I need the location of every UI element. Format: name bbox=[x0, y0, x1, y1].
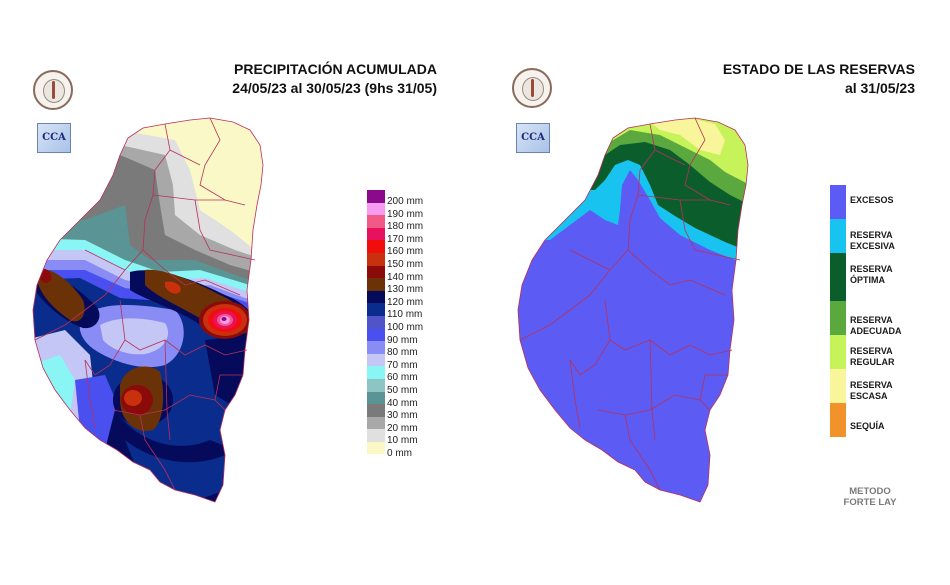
legend-label-sequia: SEQUÍA bbox=[850, 421, 885, 431]
reserves-map bbox=[517, 117, 749, 503]
precipitation-title-line1: PRECIPITACIÓN ACUMULADA bbox=[234, 61, 437, 77]
legend-swatch-160 bbox=[367, 240, 385, 253]
legend-label-180: 180 mm bbox=[387, 221, 424, 233]
legend-label-70: 70 mm bbox=[387, 359, 418, 371]
precipitation-panel: PRECIPITACIÓN ACUMULADA 24/05/23 al 30/0… bbox=[32, 60, 437, 503]
legend-label-excesos: EXCESOS bbox=[850, 195, 894, 205]
legend-label-reserva-optima: RESERVA ÓPTIMA bbox=[850, 264, 893, 285]
method-line2: FORTE LAY bbox=[843, 497, 897, 508]
legend-swatch-reserva-escasa bbox=[830, 369, 846, 403]
legend-label-200: 200 mm bbox=[387, 196, 424, 207]
bolsa-cereales-logo bbox=[33, 70, 73, 110]
cca-logo: CCA bbox=[516, 123, 550, 153]
department-borders bbox=[32, 117, 264, 503]
precipitation-map bbox=[32, 117, 264, 503]
precipitation-date-range: 24/05/23 al 30/05/23 (9hs 31/05) bbox=[232, 80, 437, 96]
legend-swatch-40 bbox=[367, 391, 385, 405]
department-borders bbox=[517, 117, 749, 503]
legend-label-120: 120 mm bbox=[387, 296, 424, 308]
legend-swatch-200 bbox=[367, 190, 385, 203]
legend-swatch-140 bbox=[367, 265, 385, 279]
legend-label-30: 30 mm bbox=[387, 410, 418, 422]
legend-label-reserva-regular: RESERVA REGULAR bbox=[850, 346, 895, 367]
legend-label-reserva-adecuada: RESERVA ADECUADA bbox=[850, 315, 902, 336]
legend-swatch-excesos bbox=[830, 185, 846, 219]
legend-label-160: 160 mm bbox=[387, 246, 424, 258]
legend-swatch-50 bbox=[367, 378, 385, 392]
legend-swatch-reserva-optima bbox=[830, 253, 846, 301]
legend-swatch-0 bbox=[367, 441, 385, 455]
legend-swatch-30 bbox=[367, 404, 385, 417]
legend-label-140: 140 mm bbox=[387, 271, 424, 283]
cca-logo: CCA bbox=[37, 123, 71, 153]
legend-label-20: 20 mm bbox=[387, 422, 418, 434]
legend-swatch-reserva-adecuada bbox=[830, 301, 846, 335]
legend-swatch-10 bbox=[367, 429, 385, 442]
legend-label-40: 40 mm bbox=[387, 397, 418, 409]
reserves-fill bbox=[518, 118, 748, 502]
precipitation-title: PRECIPITACIÓN ACUMULADA 24/05/23 al 30/0… bbox=[232, 60, 437, 98]
legend-swatch-120 bbox=[367, 290, 385, 304]
legend-swatch-reserva-excesiva bbox=[830, 219, 846, 253]
legend-label-reserva-excesiva: RESERVA EXCESIVA bbox=[850, 230, 895, 251]
legend-swatch-170 bbox=[367, 227, 385, 241]
legend-label-50: 50 mm bbox=[387, 384, 418, 396]
legend-label-170: 170 mm bbox=[387, 233, 424, 245]
reserves-date: al 31/05/23 bbox=[844, 80, 915, 96]
reserves-title: ESTADO DE LAS RESERVAS al 31/05/23 bbox=[723, 60, 915, 98]
legend-swatch-180 bbox=[367, 215, 385, 228]
legend-label-reserva-escasa: RESERVA ESCASA bbox=[850, 380, 893, 401]
legend-swatch-70 bbox=[367, 353, 385, 367]
legend-label-90: 90 mm bbox=[387, 334, 418, 346]
legend-label-150: 150 mm bbox=[387, 258, 424, 270]
legend-swatch-190 bbox=[367, 202, 385, 216]
bolsa-cereales-logo bbox=[512, 68, 552, 108]
legend-swatch-130 bbox=[367, 278, 385, 291]
legend-label-0: 0 mm bbox=[387, 447, 412, 459]
legend-label-100: 100 mm bbox=[387, 321, 424, 333]
legend-swatch-110 bbox=[367, 303, 385, 316]
legend-swatch-90 bbox=[367, 328, 385, 342]
legend-swatch-80 bbox=[367, 341, 385, 354]
reserves-title-line1: ESTADO DE LAS RESERVAS bbox=[722, 61, 915, 77]
legend-label-130: 130 mm bbox=[387, 284, 424, 296]
legend-swatch-60 bbox=[367, 366, 385, 379]
legend-swatch-100 bbox=[367, 315, 385, 329]
precipitation-fill bbox=[33, 118, 263, 502]
method-line1: METODO bbox=[849, 486, 891, 497]
method-note: METODO FORTE LAY bbox=[835, 486, 905, 508]
reserves-panel: ESTADO DE LAS RESERVAS al 31/05/23 CCA bbox=[475, 0, 950, 585]
legend-swatch-150 bbox=[367, 252, 385, 266]
legend-swatch-20 bbox=[367, 416, 385, 430]
legend-swatch-sequia bbox=[830, 403, 846, 437]
legend-label-190: 190 mm bbox=[387, 208, 424, 220]
legend-label-110: 110 mm bbox=[387, 309, 423, 321]
legend-label-80: 80 mm bbox=[387, 347, 418, 359]
legend-swatch-reserva-regular bbox=[830, 335, 846, 369]
legend-label-10: 10 mm bbox=[387, 435, 418, 447]
legend-label-60: 60 mm bbox=[387, 372, 418, 384]
